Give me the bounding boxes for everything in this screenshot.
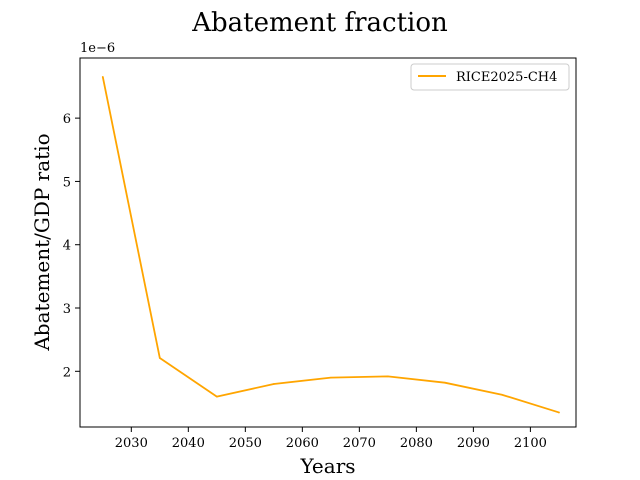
- data-point: [102, 76, 104, 78]
- data-point: [159, 357, 161, 359]
- plot-area: [80, 58, 576, 427]
- x-tick-label: 2090: [457, 436, 490, 451]
- x-tick-label: 2070: [343, 436, 376, 451]
- y-tick-label: 4: [63, 239, 71, 254]
- data-point: [216, 395, 218, 398]
- data-point: [330, 376, 332, 379]
- y-axis-offset-label: 1e−6: [80, 41, 115, 56]
- legend-label: RICE2025-CH4: [456, 70, 557, 85]
- x-tick-label: 2060: [286, 436, 319, 451]
- chart-title: Abatement fraction: [191, 8, 448, 38]
- data-point: [273, 383, 275, 385]
- x-tick-label: 2030: [115, 436, 148, 451]
- y-axis-label: Abatement/GDP ratio: [30, 133, 54, 351]
- data-point: [444, 381, 446, 384]
- x-axis: 2030 2040 2050 2060 2070 2080 2090 2100: [115, 427, 547, 451]
- x-tick-label: 2050: [229, 436, 262, 451]
- data-point: [501, 393, 503, 396]
- data-point: [558, 411, 560, 414]
- legend: RICE2025-CH4: [410, 63, 570, 91]
- y-tick-label: 6: [63, 112, 71, 127]
- y-tick-label: 3: [63, 302, 71, 317]
- x-tick-label: 2080: [400, 436, 433, 451]
- y-axis: 2 3 4 5 6: [63, 112, 80, 380]
- data-point: [387, 375, 389, 378]
- plot-frame: [79, 57, 577, 428]
- x-tick-label: 2040: [172, 436, 205, 451]
- y-tick-label: 5: [63, 175, 71, 190]
- legend-box: [410, 63, 570, 91]
- x-tick-label: 2100: [514, 436, 547, 451]
- plot-lines: [101, 76, 560, 414]
- y-tick-label: 2: [63, 365, 71, 380]
- x-axis-label: Years: [299, 454, 355, 478]
